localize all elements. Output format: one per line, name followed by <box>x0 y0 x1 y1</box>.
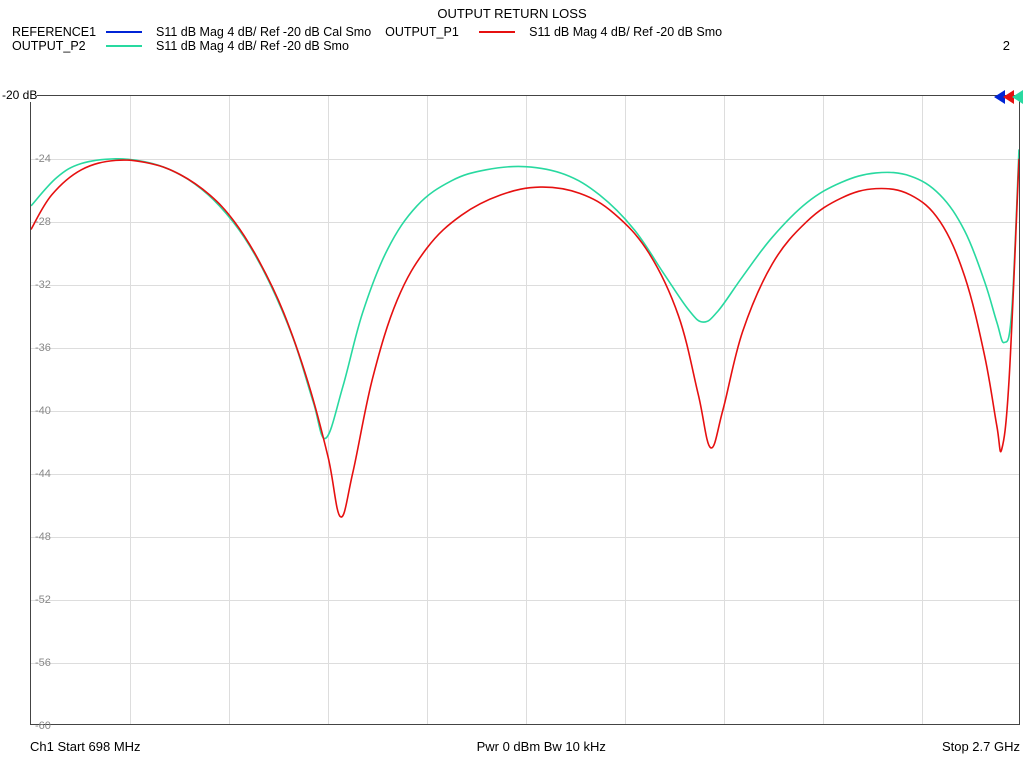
y-axis-tick-label: -52 <box>35 594 51 606</box>
footer-stop-freq: Stop 2.7 GHz <box>942 739 1020 754</box>
chart-footer: Ch1 Start 698 MHz Pwr 0 dBm Bw 10 kHz St… <box>30 739 1020 754</box>
legend-item: OUTPUT_P1 S11 dB Mag 4 dB/ Ref -20 dB Smo <box>385 25 722 39</box>
y-axis-tick-label: -28 <box>35 216 51 228</box>
plot-area: -24-28-32-36-40-44-48-52-56-60 <box>30 95 1020 725</box>
channel-number: 2 <box>1003 38 1010 53</box>
legend: REFERENCE1 S11 dB Mag 4 dB/ Ref -20 dB Ca… <box>0 21 1024 55</box>
legend-swatch <box>106 45 142 47</box>
y-axis-tick-label: -56 <box>35 657 51 669</box>
legend-trace-name: OUTPUT_P2 <box>12 39 102 53</box>
y-axis-tick-label: -32 <box>35 279 51 291</box>
trace-line <box>31 159 1019 517</box>
trace-markers <box>996 90 1023 104</box>
trace-line <box>31 149 1019 438</box>
legend-swatch <box>106 31 142 33</box>
y-axis-tick-label: -40 <box>35 405 51 417</box>
y-axis-tick-label: -48 <box>35 531 51 543</box>
y-axis-tick-label: -24 <box>35 153 51 165</box>
legend-trace-desc: S11 dB Mag 4 dB/ Ref -20 dB Cal Smo <box>156 25 371 39</box>
reference-level-label: -20 dB <box>2 88 37 102</box>
footer-start-freq: Ch1 Start 698 MHz <box>30 739 141 754</box>
y-axis-tick-label: -60 <box>35 720 51 732</box>
footer-power-bw: Pwr 0 dBm Bw 10 kHz <box>477 739 606 754</box>
chart-title: OUTPUT RETURN LOSS <box>0 0 1024 21</box>
legend-trace-desc: S11 dB Mag 4 dB/ Ref -20 dB Smo <box>156 39 349 53</box>
trace-marker-icon <box>1012 90 1023 104</box>
y-axis-tick-label: -44 <box>35 468 51 480</box>
y-axis-tick-label: -36 <box>35 342 51 354</box>
legend-swatch <box>479 31 515 33</box>
legend-trace-desc: S11 dB Mag 4 dB/ Ref -20 dB Smo <box>529 25 722 39</box>
legend-item: OUTPUT_P2 S11 dB Mag 4 dB/ Ref -20 dB Smo <box>12 39 349 53</box>
legend-trace-name: OUTPUT_P1 <box>385 25 475 39</box>
legend-item: REFERENCE1 S11 dB Mag 4 dB/ Ref -20 dB Ca… <box>12 25 371 39</box>
legend-trace-name: REFERENCE1 <box>12 25 102 39</box>
